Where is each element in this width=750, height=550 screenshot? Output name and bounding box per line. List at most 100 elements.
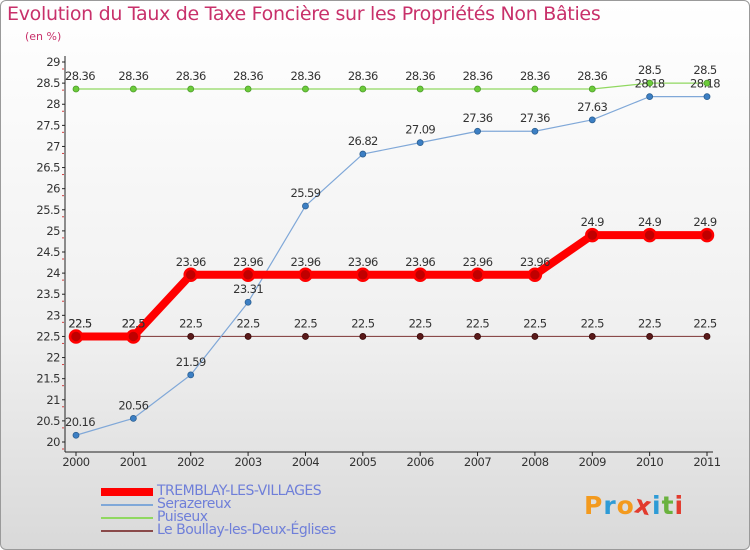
data-point (355, 267, 371, 283)
data-label: 22.5 (179, 316, 202, 330)
y-tick-label: 27 (46, 139, 60, 153)
y-tick-label: 24 (46, 266, 60, 280)
y-tick-label: 23.5 (36, 287, 60, 301)
data-label: 28.36 (176, 69, 206, 83)
data-label: 22.5 (351, 316, 374, 330)
data-point (187, 333, 195, 340)
data-point (474, 333, 481, 340)
data-label: 28.18 (690, 77, 720, 91)
data-label: 23.96 (233, 255, 263, 269)
data-label: 22.5 (466, 316, 489, 330)
logo-letter: t (661, 491, 675, 520)
y-tick-label: 26.5 (36, 161, 60, 175)
data-label: 27.36 (520, 111, 550, 125)
x-tick-label: 2004 (292, 455, 319, 469)
legend-item: Puiseux (101, 509, 401, 525)
y-tick-label: 23 (46, 308, 60, 322)
data-point (642, 227, 657, 243)
data-label: 28.36 (405, 69, 435, 83)
legend-label: Le Boullay-les-Deux-Églises (157, 522, 336, 538)
legend-item: Serazereux (101, 496, 401, 512)
data-label: 22.5 (122, 316, 145, 330)
y-tick-label: 22.5 (36, 329, 60, 343)
data-point (531, 333, 539, 340)
y-tick-label: 28 (46, 97, 60, 111)
logo-letter: r (603, 491, 617, 520)
data-point (416, 139, 424, 147)
data-point (244, 333, 252, 340)
data-point (588, 116, 596, 124)
y-tick-label: 22 (46, 351, 60, 365)
y-tick-label: 20.5 (36, 414, 60, 428)
data-point (474, 85, 481, 93)
data-label: 28.36 (577, 69, 607, 83)
y-tick-label: 25.5 (36, 203, 60, 217)
data-point (585, 227, 600, 243)
data-point (187, 371, 195, 379)
data-point (531, 85, 539, 93)
legend-item: TREMBLAY-LES-VILLAGES (101, 483, 401, 499)
data-label: 23.96 (348, 255, 378, 269)
data-label: 23.96 (463, 255, 493, 269)
data-point (302, 202, 309, 210)
data-point (129, 414, 137, 422)
data-label: 24.9 (638, 215, 661, 229)
data-label: 23.96 (176, 255, 206, 269)
data-label: 28.36 (118, 69, 148, 83)
data-point (412, 267, 428, 283)
data-label: 22.5 (236, 316, 259, 330)
data-label: 21.59 (176, 355, 206, 369)
data-point (531, 127, 539, 135)
data-point (703, 333, 711, 340)
y-tick-label: 21 (46, 393, 60, 407)
data-point (302, 85, 309, 93)
data-label: 27.09 (405, 123, 435, 137)
legend-label: Serazereux (157, 496, 232, 512)
data-label: 22.5 (693, 316, 716, 330)
data-point (240, 267, 256, 283)
x-tick-label: 2011 (693, 455, 720, 469)
logo-letter: o (616, 491, 635, 520)
x-tick-label: 2006 (407, 455, 434, 469)
chart-subtitle: (en %) (25, 30, 62, 43)
data-label: 28.36 (463, 69, 493, 83)
x-tick-label: 2005 (349, 455, 376, 469)
data-point (68, 329, 84, 344)
y-tick-label: 21.5 (36, 372, 60, 386)
data-label: 22.5 (581, 316, 604, 330)
y-tick-label: 24.5 (36, 245, 60, 259)
data-label: 28.18 (635, 77, 665, 91)
x-tick-label: 2007 (464, 455, 491, 469)
data-label: 28.36 (520, 69, 550, 83)
legend-item: Le Boullay-les-Deux-Églises (101, 522, 401, 538)
legend-swatch (101, 488, 153, 496)
data-point (72, 85, 80, 93)
x-tick-label: 2002 (177, 455, 204, 469)
legend-swatch (101, 517, 153, 519)
data-label: 23.96 (405, 255, 435, 269)
data-label: 26.82 (348, 134, 378, 148)
data-label: 23.96 (290, 255, 320, 269)
data-label: 23.31 (233, 282, 263, 296)
data-point (187, 85, 195, 93)
data-label: 27.63 (577, 100, 607, 114)
data-point (302, 333, 309, 340)
series-line (76, 82, 707, 90)
y-tick-label: 20 (46, 435, 60, 449)
y-tick-label: 25 (46, 224, 60, 238)
data-label: 22.5 (523, 316, 546, 330)
chart-legend: TREMBLAY-LES-VILLAGES Serazereux Puiseux Le… (101, 483, 401, 538)
data-label: 28.36 (65, 69, 95, 83)
data-point (244, 85, 252, 93)
data-point (703, 93, 711, 101)
data-point (359, 333, 367, 340)
data-point (588, 85, 596, 93)
data-label: 28.36 (233, 69, 263, 83)
data-label: 22.5 (122, 316, 145, 330)
legend-swatch (101, 530, 153, 532)
data-point (699, 227, 715, 243)
chart-title: Evolution du Taux de Taxe Foncière sur l… (7, 3, 601, 25)
data-label: 22.5 (68, 316, 91, 330)
data-point (474, 127, 481, 135)
